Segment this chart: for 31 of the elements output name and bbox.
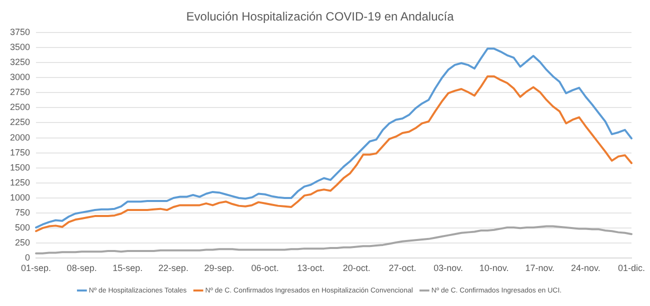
x-tick-label: 17-nov. (525, 263, 555, 274)
x-tick-label: 01-sep. (21, 263, 52, 274)
y-tick-label: 1750 (10, 147, 30, 158)
y-tick-label: 2250 (10, 117, 30, 128)
y-tick-label: 2500 (10, 102, 30, 112)
y-tick-label: 1000 (10, 192, 30, 202)
x-tick-label: 20-oct. (342, 263, 370, 274)
x-tick-label: 22-sep. (158, 263, 188, 274)
y-tick-label: 1500 (10, 162, 30, 172)
y-tick-label: 3500 (10, 42, 30, 52)
y-tick-label: 3250 (10, 56, 30, 67)
x-tick-label: 10-nov. (479, 263, 509, 274)
x-tick-label: 03-nov. (434, 263, 463, 274)
x-tick-label: 27-oct. (388, 263, 416, 274)
y-tick-label: 0 (25, 252, 30, 263)
x-tick-label: 01-dic. (618, 263, 645, 274)
y-tick-label: 750 (14, 208, 30, 218)
y-tick-label: 3000 (10, 72, 30, 82)
y-tick-label: 2000 (10, 132, 30, 142)
y-tick-label: 2750 (10, 87, 30, 98)
x-tick-label: 13-oct. (297, 263, 325, 274)
x-tick-label: 08-sep. (66, 263, 97, 274)
x-tick-label: 06-oct. (251, 263, 279, 274)
x-tick-label: 24-nov. (571, 263, 600, 274)
y-tick-label: 3750 (10, 26, 30, 37)
y-tick-label: 500 (14, 222, 30, 233)
x-tick-label: 29-sep. (204, 263, 234, 274)
chart-title: Evolución Hospitalización COVID-19 en Andalucía (186, 10, 454, 24)
x-tick-label: 15-sep. (112, 263, 143, 274)
y-tick-label: 250 (14, 238, 30, 248)
y-tick-label: 1250 (10, 177, 30, 188)
